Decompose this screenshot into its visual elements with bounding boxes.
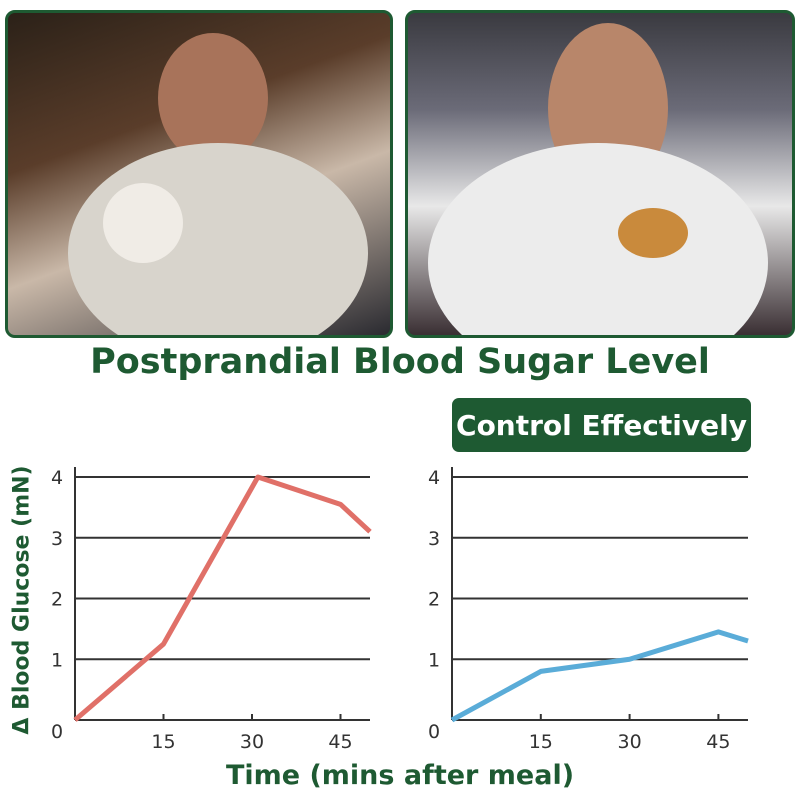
photo-man-eating-cake — [5, 10, 393, 338]
x-tick-label: 45 — [328, 731, 352, 753]
y-tick-label: 4 — [428, 467, 440, 489]
x-tick-label: 45 — [706, 731, 730, 753]
x-tick-label: 30 — [240, 731, 264, 753]
series-line — [450, 629, 749, 723]
y-tick-label: 0 — [428, 721, 440, 743]
y-tick-label: 3 — [428, 528, 440, 550]
x-tick-label: 15 — [529, 731, 553, 753]
chart-left: 0 1 2 3 4 15 30 45 — [51, 467, 372, 753]
y-tick-label: 4 — [51, 467, 63, 489]
page-title: Postprandial Blood Sugar Level — [90, 342, 710, 382]
y-tick-label: 2 — [428, 589, 440, 611]
y-tick-label: 0 — [51, 721, 63, 743]
y-tick-label: 1 — [428, 649, 440, 671]
photo-man-eating-pastry — [405, 10, 795, 338]
y-tick-label: 3 — [51, 528, 63, 550]
x-tick-label: 30 — [618, 731, 642, 753]
x-tick-label: 15 — [151, 731, 175, 753]
y-tick-label: 2 — [51, 589, 63, 611]
y-tick-label: 1 — [51, 649, 63, 671]
control-effectively-badge: Control Effectively — [452, 398, 751, 452]
x-axis-label: Time (mins after meal) — [225, 760, 575, 791]
chart-right: 0 1 2 3 4 15 30 45 — [428, 467, 749, 753]
